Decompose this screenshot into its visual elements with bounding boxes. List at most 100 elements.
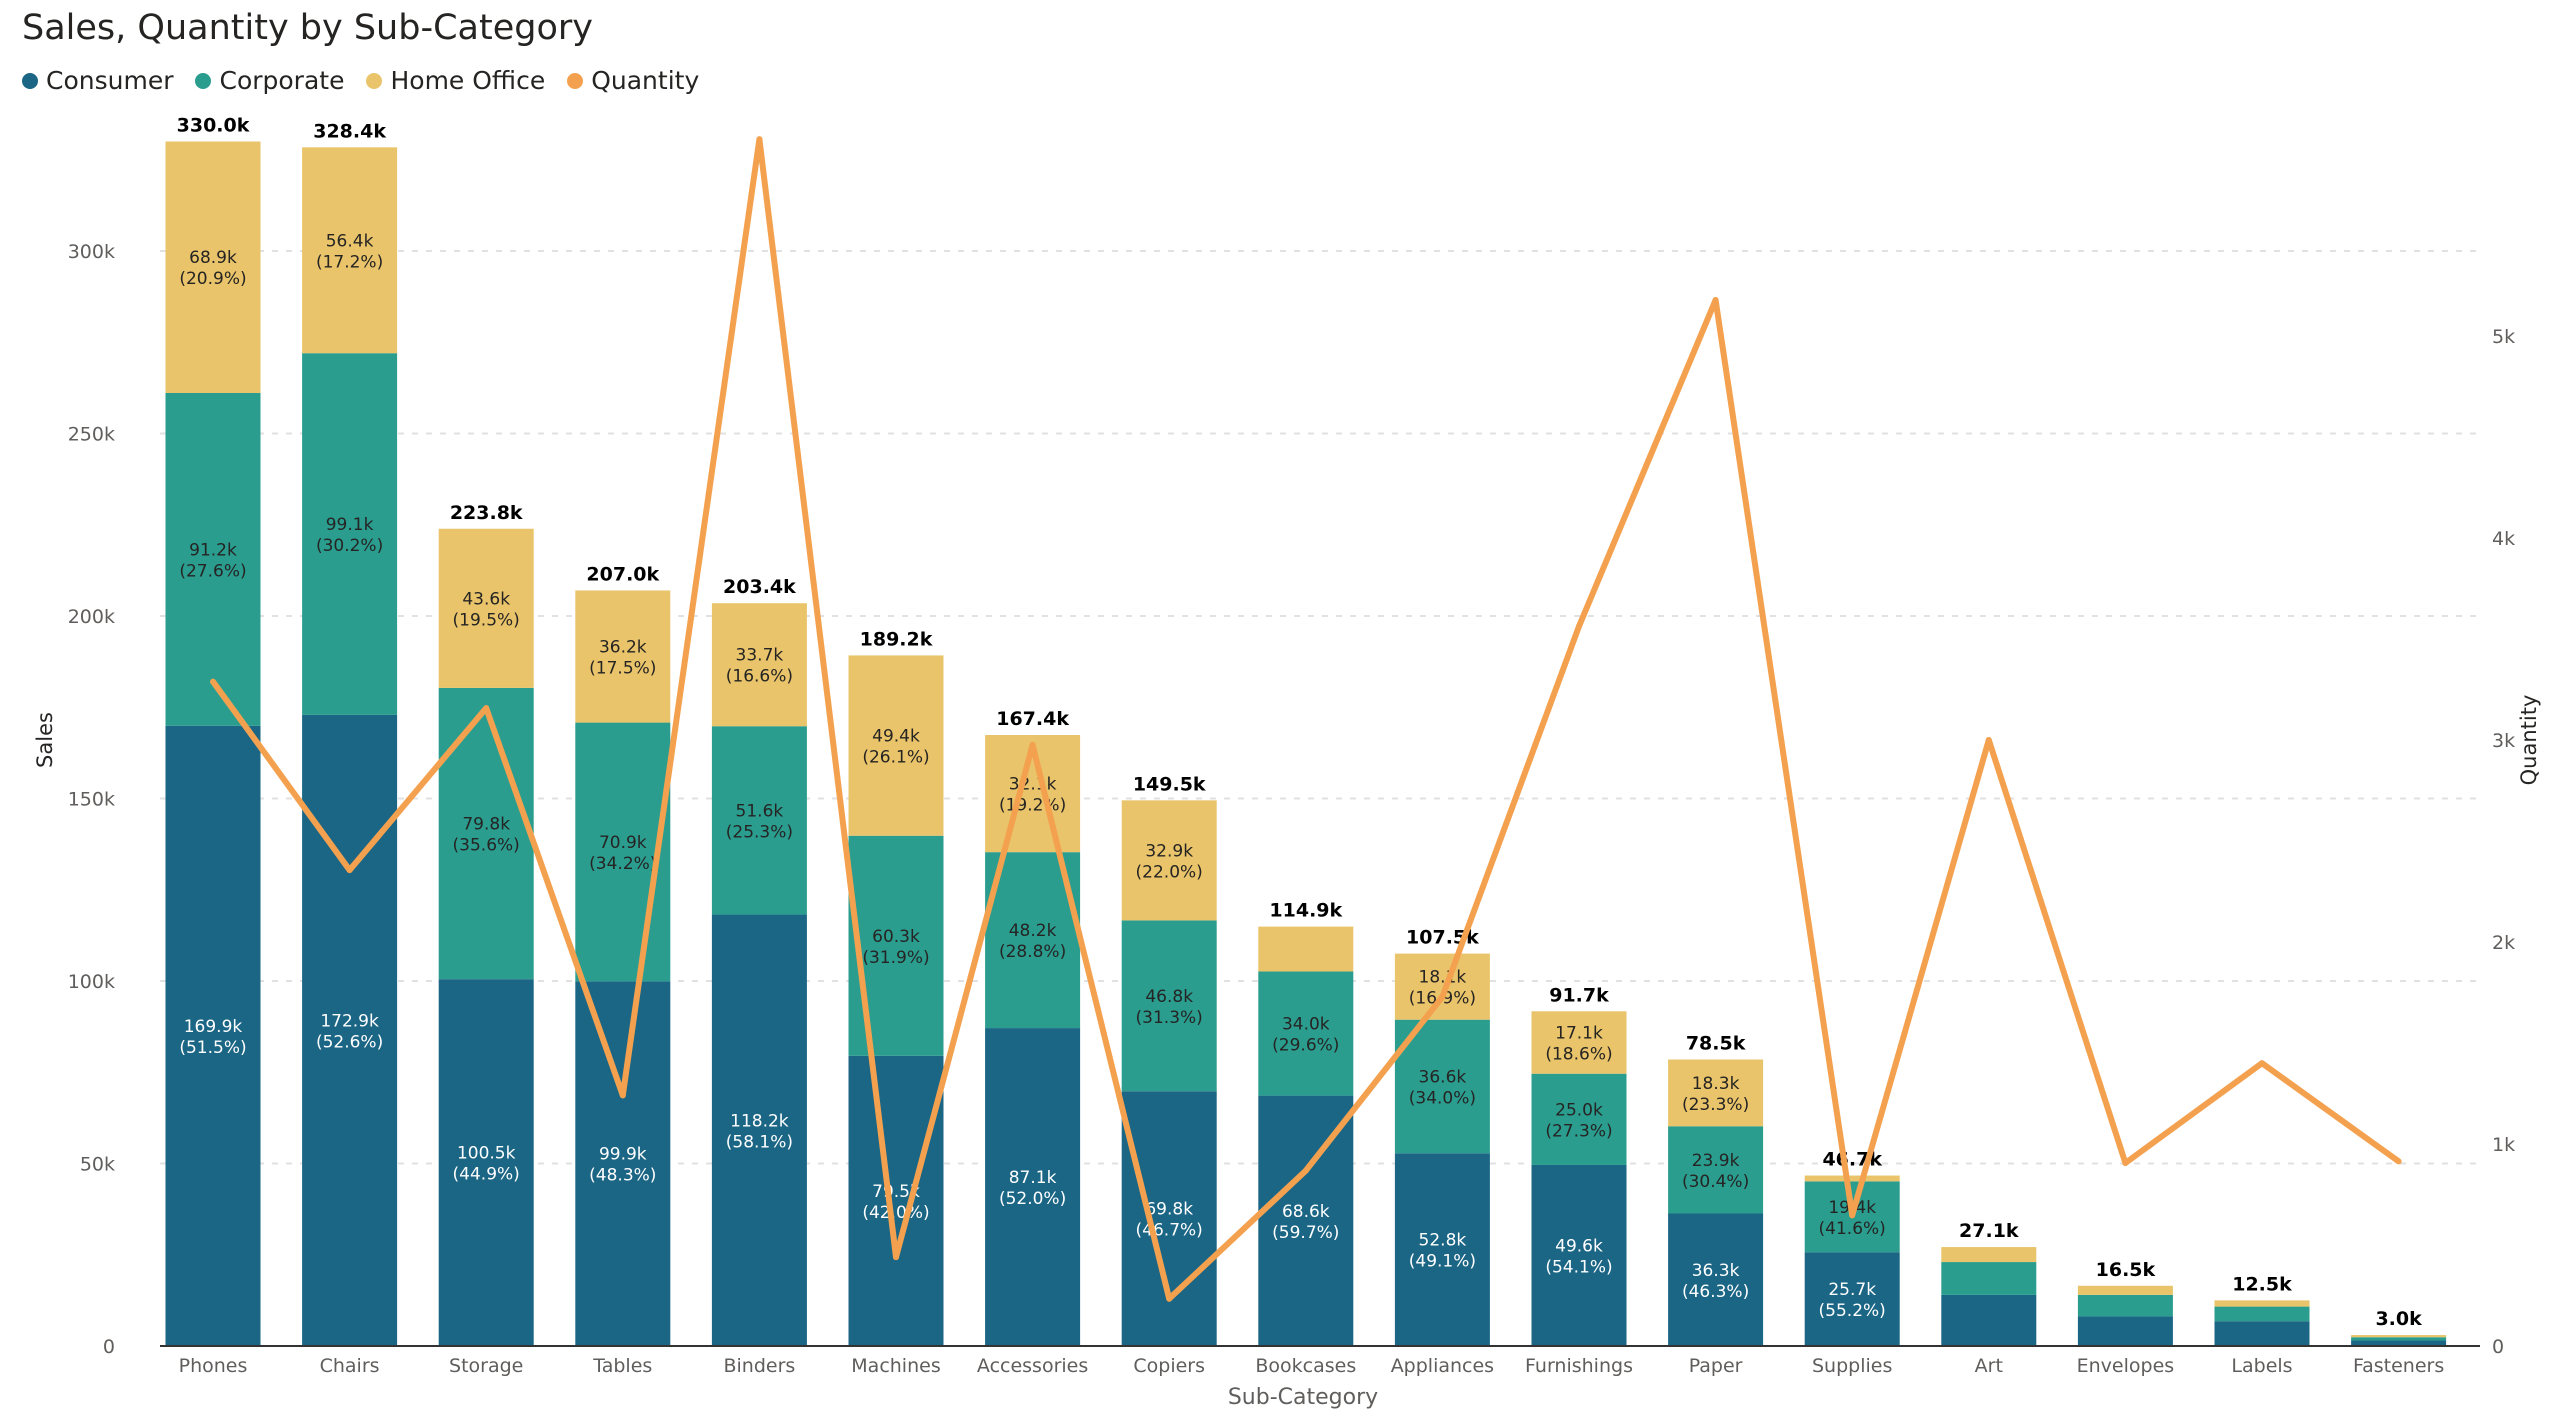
total-label: 328.4k: [313, 120, 386, 142]
bar-segment-home-office: [1804, 1175, 1900, 1182]
legend-item-quantity[interactable]: Quantity: [567, 66, 699, 95]
data-label: 49.6k: [1555, 1236, 1603, 1256]
y-tick-label: 200k: [68, 606, 115, 628]
total-label: 3.0k: [2375, 1308, 2422, 1330]
bar-segment-consumer: [1121, 1091, 1217, 1346]
y-tick-label: 250k: [68, 424, 115, 446]
data-label-percent: (16.6%): [726, 667, 793, 687]
data-label-percent: (55.2%): [1819, 1301, 1886, 1321]
y2-tick-label: 5k: [2492, 326, 2515, 348]
quantity-point: [1576, 623, 1582, 630]
bar-segment-home-office: [2214, 1300, 2310, 1307]
data-label: 25.7k: [1828, 1280, 1876, 1300]
legend-label: Corporate: [219, 66, 345, 95]
data-label: 36.2k: [599, 638, 647, 658]
quantity-point: [210, 678, 216, 685]
y-tick-label: 150k: [68, 789, 115, 811]
data-label: 91.2k: [189, 540, 237, 560]
data-label-percent: (51.5%): [179, 1038, 246, 1058]
x-tick-label: Tables: [592, 1355, 652, 1377]
data-label-percent: (20.9%): [179, 269, 246, 289]
data-label: 32.1k: [1009, 775, 1057, 795]
data-label-percent: (34.2%): [589, 854, 656, 874]
quantity-point: [2259, 1060, 2265, 1067]
bar-segment-home-office: [1258, 926, 1354, 972]
data-label: 172.9k: [320, 1011, 379, 1031]
quantity-point: [1439, 993, 1446, 1000]
chart-title: Sales, Quantity by Sub-Category: [22, 8, 593, 48]
data-label-percent: (42.0%): [862, 1203, 929, 1223]
total-label: 203.4k: [723, 576, 796, 598]
data-label-percent: (49.1%): [1409, 1252, 1476, 1272]
quantity-point: [1029, 741, 1036, 748]
data-label: 99.9k: [599, 1145, 647, 1165]
data-label: 68.9k: [189, 248, 237, 268]
bar-segment-corporate: [1531, 1073, 1627, 1165]
quantity-point: [1712, 297, 1719, 304]
legend-dot-quantity: [567, 72, 584, 89]
bar-segment-corporate: [711, 726, 807, 915]
x-tick-label: Phones: [179, 1355, 248, 1377]
bar-segment-corporate: [2077, 1294, 2173, 1317]
legend-item-consumer[interactable]: Consumer: [22, 66, 173, 95]
bar-segment-home-office: [1394, 953, 1490, 1020]
x-tick-label: Labels: [2231, 1355, 2292, 1377]
y2-tick-label: 4k: [2492, 528, 2515, 550]
bar-segment-corporate: [1668, 1126, 1764, 1214]
bar-segment-consumer: [711, 914, 807, 1346]
total-label: 167.4k: [996, 708, 1069, 730]
data-label-percent: (22.0%): [1136, 862, 1203, 882]
data-label: 32.9k: [1145, 841, 1193, 861]
quantity-point: [1302, 1167, 1309, 1174]
bar-segment-consumer: [848, 1055, 944, 1346]
bar-segment-consumer: [302, 714, 398, 1346]
y2-axis-title: Quantity: [2517, 695, 2541, 786]
y-tick-label: 0: [103, 1336, 115, 1358]
quantity-point: [346, 867, 353, 874]
data-label: 99.1k: [326, 515, 374, 535]
data-label: 79.5k: [872, 1182, 920, 1202]
y-tick-label: 300k: [68, 241, 115, 263]
data-label: 43.6k: [462, 589, 510, 609]
total-label: 91.7k: [1549, 984, 1609, 1006]
data-label-percent: (46.3%): [1682, 1282, 1749, 1302]
data-label: 23.9k: [1692, 1151, 1740, 1171]
total-label: 207.0k: [586, 563, 659, 585]
y-tick-label: 50k: [80, 1154, 115, 1176]
bar-segment-consumer: [2351, 1340, 2447, 1346]
legend-item-corporate[interactable]: Corporate: [195, 66, 344, 95]
y-axis-title: Sales: [33, 712, 57, 768]
data-label: 51.6k: [736, 801, 784, 821]
quantity-point: [893, 1254, 899, 1261]
legend: Consumer Corporate Home Office Quantity: [22, 66, 699, 95]
data-label: 69.8k: [1145, 1200, 1193, 1220]
data-label-percent: (52.0%): [999, 1189, 1066, 1209]
data-label-percent: (52.6%): [316, 1032, 383, 1052]
bar-segment-home-office: [1531, 1011, 1627, 1074]
data-label: 48.2k: [1009, 921, 1057, 941]
data-label: 49.4k: [872, 727, 920, 747]
legend-item-home-office[interactable]: Home Office: [366, 66, 545, 95]
quantity-point: [1849, 1212, 1856, 1219]
legend-label: Consumer: [46, 66, 174, 95]
bar-segment-corporate: [1394, 1019, 1490, 1154]
bar-segment-home-office: [1121, 800, 1217, 921]
quantity-point: [2122, 1159, 2129, 1166]
bar-segment-consumer: [438, 979, 534, 1346]
bar-segment-consumer: [1804, 1252, 1900, 1346]
legend-dot-corporate: [195, 72, 212, 89]
total-label: 78.5k: [1686, 1032, 1746, 1054]
bar-segment-corporate: [302, 353, 398, 715]
data-label: 169.9k: [184, 1017, 243, 1037]
bar-segment-home-office: [1941, 1247, 2037, 1263]
data-label-percent: (48.3%): [589, 1166, 656, 1186]
bar-segment-home-office: [1668, 1059, 1764, 1127]
total-label: 12.5k: [2232, 1273, 2292, 1295]
data-label: 70.9k: [599, 833, 647, 853]
quantity-point: [1985, 737, 1992, 743]
data-label: 18.1k: [1419, 968, 1467, 988]
bar-segment-consumer: [1531, 1164, 1627, 1346]
legend-label: Home Office: [390, 66, 546, 95]
x-axis-title: Sub-Category: [1228, 1385, 1378, 1410]
